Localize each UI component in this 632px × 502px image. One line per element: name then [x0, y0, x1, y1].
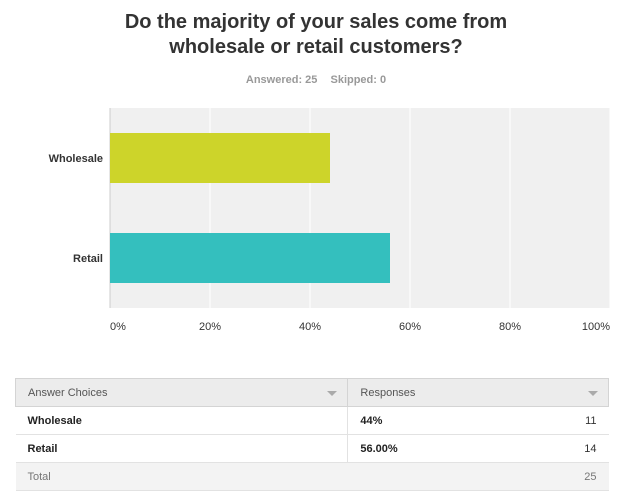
choice-cell: Wholesale: [15, 406, 348, 435]
skipped-count: Skipped: 0: [330, 74, 387, 86]
count-cell: 14: [547, 434, 609, 463]
answered-count: Answered: 25: [245, 74, 318, 86]
category-label: Retail: [73, 253, 103, 265]
x-tick-labels: 0% 20% 40% 60% 80% 100%: [110, 321, 610, 333]
total-row: Total 25: [15, 462, 609, 491]
answer-choices-header-label: Answer Choices: [28, 386, 108, 399]
x-tick-label: 100%: [582, 321, 610, 333]
x-tick-label: 60%: [399, 321, 421, 333]
sort-caret-icon[interactable]: [327, 391, 338, 396]
response-stats: Answered: 25 Skipped: 0: [0, 74, 632, 86]
percent-cell: 56.00%: [347, 434, 548, 463]
responses-header-label: Responses: [360, 386, 416, 399]
answer-choices-header[interactable]: Answer Choices: [14, 378, 349, 407]
responses-header[interactable]: Responses: [347, 378, 609, 407]
category-label: Wholesale: [49, 153, 103, 165]
table-row: Retail 56.00% 14: [15, 434, 609, 463]
question-title-line-1: Do the majority of your sales come from: [124, 11, 508, 33]
question-title: Do the majority of your sales come from …: [0, 10, 632, 60]
count-cell: 11: [547, 406, 609, 435]
x-tick-label: 0%: [110, 321, 126, 333]
bar-wholesale[interactable]: [110, 133, 330, 183]
responses-table: Answer Choices Responses Wholesale 44% 1…: [14, 378, 609, 491]
total-count: 25: [547, 462, 609, 491]
category-labels: Wholesale Retail: [49, 153, 103, 265]
x-tick-label: 20%: [199, 321, 221, 333]
bar-chart: Wholesale Retail 0% 20% 40% 60% 80% 100%: [49, 108, 611, 333]
choice-cell: Retail: [15, 434, 348, 463]
total-label: Total: [15, 462, 548, 491]
percent-cell: 44%: [347, 406, 548, 435]
x-tick-label: 40%: [299, 321, 321, 333]
question-title-line-2: wholesale or retail customers?: [169, 36, 463, 58]
sort-caret-icon[interactable]: [588, 391, 598, 396]
table-header-row: Answer Choices Responses: [14, 378, 609, 407]
bars-group: [110, 133, 390, 283]
bar-retail[interactable]: [110, 233, 390, 283]
x-tick-label: 80%: [499, 321, 521, 333]
table-row: Wholesale 44% 11: [15, 406, 609, 435]
